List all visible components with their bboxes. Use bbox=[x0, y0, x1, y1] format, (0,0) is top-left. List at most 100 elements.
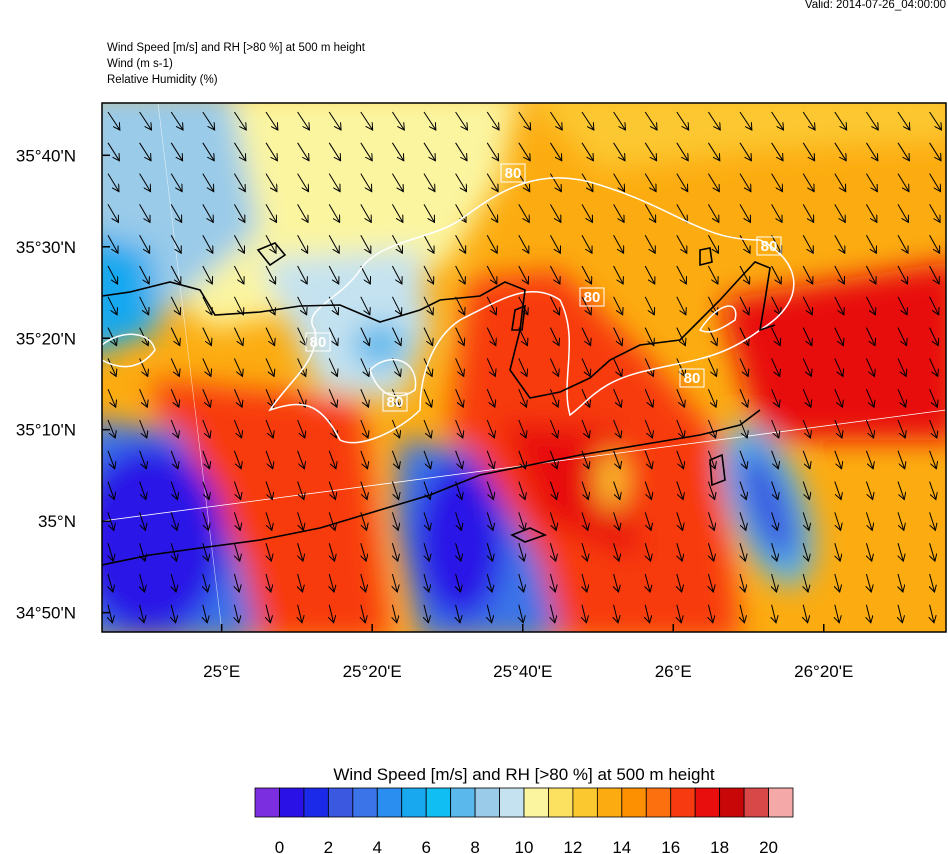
wind-arrow bbox=[708, 604, 712, 623]
wind-arrow bbox=[265, 204, 276, 222]
wind-arrow bbox=[171, 604, 175, 623]
wind-arrow bbox=[771, 296, 781, 315]
wind-arrow bbox=[772, 636, 776, 654]
wind-arrow bbox=[171, 573, 176, 592]
wind-arrow bbox=[170, 419, 178, 438]
wind-arrow bbox=[203, 636, 207, 654]
wind-arrow bbox=[519, 636, 523, 654]
wind-arrow bbox=[140, 636, 144, 654]
wind-arrow bbox=[581, 389, 590, 407]
wind-arrow bbox=[486, 450, 494, 469]
wind-arrow bbox=[707, 265, 718, 284]
wind-arrow bbox=[328, 234, 339, 253]
wind-arrow bbox=[676, 389, 685, 407]
wind-arrow bbox=[802, 419, 810, 438]
wind-arrow bbox=[107, 142, 119, 161]
wind-arrow bbox=[614, 543, 619, 561]
wind-arrow bbox=[614, 573, 619, 592]
wind-arrow bbox=[549, 142, 561, 161]
wind-arrow bbox=[391, 111, 404, 130]
colorbar-swatch bbox=[670, 787, 696, 818]
wind-arrow bbox=[171, 636, 175, 654]
wind-arrow bbox=[139, 481, 146, 500]
wind-arrow bbox=[203, 604, 207, 623]
wind-arrow bbox=[802, 265, 813, 284]
wind-arrow bbox=[865, 481, 872, 500]
wind-arrow bbox=[107, 234, 118, 253]
wind-arrow bbox=[644, 296, 654, 315]
wind-arrow bbox=[423, 512, 430, 530]
wind-arrow bbox=[139, 296, 149, 315]
wind-arrow bbox=[233, 327, 243, 346]
wind-arrow bbox=[297, 481, 304, 500]
wind-arrow bbox=[139, 450, 147, 469]
colorbar-swatch bbox=[621, 787, 647, 818]
wind-arrow bbox=[423, 481, 430, 500]
colorbar-swatch bbox=[425, 787, 452, 818]
wind-arrow bbox=[549, 327, 559, 346]
wind-arrow bbox=[771, 204, 782, 222]
wind-arrow bbox=[771, 327, 781, 346]
wind-arrow bbox=[676, 204, 687, 222]
wind-arrow bbox=[202, 296, 212, 315]
colorbar-swatch bbox=[279, 787, 305, 818]
wind-arrow bbox=[202, 512, 209, 530]
wind-arrow bbox=[550, 543, 555, 561]
wind-arrow bbox=[329, 543, 334, 561]
wind-arrow bbox=[455, 419, 463, 438]
wind-arrow bbox=[360, 481, 367, 500]
wind-arrow bbox=[486, 111, 499, 130]
wind-arrow bbox=[581, 234, 592, 253]
wind-arrow bbox=[676, 111, 689, 130]
wind-arrow bbox=[391, 204, 402, 222]
wind-arrow bbox=[234, 604, 238, 623]
colorbar-swatch bbox=[376, 787, 403, 818]
wind-arrow bbox=[170, 450, 178, 469]
wind-arrow bbox=[834, 327, 844, 346]
wind-arrow bbox=[835, 573, 840, 592]
wind-arrow bbox=[107, 358, 116, 376]
wind-arrow bbox=[456, 604, 460, 623]
wind-arrow bbox=[834, 204, 845, 222]
wind-arrow bbox=[772, 604, 776, 623]
wind-arrow bbox=[392, 604, 396, 623]
wind-arrow bbox=[455, 450, 463, 469]
wind-arrow bbox=[265, 389, 274, 407]
wind-arrow bbox=[170, 327, 180, 346]
wind-arrow bbox=[107, 512, 114, 530]
wind-arrow bbox=[423, 142, 435, 161]
wind-arrow bbox=[360, 450, 368, 469]
wind-arrow bbox=[644, 358, 653, 376]
wind-arrow bbox=[202, 234, 213, 253]
wind-arrow bbox=[897, 142, 909, 161]
valid-time: Valid: 2014-07-26_04:00:00 bbox=[805, 0, 946, 11]
colorbar-tick-label: 18 bbox=[710, 838, 729, 854]
wind-arrow bbox=[107, 265, 118, 284]
wind-arrow bbox=[581, 481, 588, 500]
wind-arrow bbox=[707, 389, 716, 407]
wind-arrow bbox=[929, 419, 937, 438]
y-tick-label: 35°N bbox=[38, 512, 76, 531]
wind-arrow bbox=[328, 265, 339, 284]
wind-arrow bbox=[297, 327, 307, 346]
wind-arrow bbox=[392, 573, 397, 592]
wind-arrow bbox=[771, 358, 780, 376]
wind-arrow bbox=[930, 604, 934, 623]
wind-arrow bbox=[392, 543, 397, 561]
y-tick-label: 35°30'N bbox=[16, 238, 76, 257]
wind-arrow bbox=[834, 296, 844, 315]
wind-arrow bbox=[233, 296, 243, 315]
wind-arrow bbox=[107, 111, 120, 130]
wind-arrow bbox=[423, 234, 434, 253]
wind-arrow bbox=[329, 636, 333, 654]
colorbar-swatch bbox=[768, 787, 794, 818]
wind-arrow bbox=[233, 389, 242, 407]
wind-arrow bbox=[676, 358, 685, 376]
wind-arrow bbox=[802, 450, 810, 469]
wind-arrow bbox=[203, 543, 208, 561]
wind-arrow bbox=[644, 234, 655, 253]
wind-arrow bbox=[170, 296, 180, 315]
wind-arrow bbox=[297, 419, 305, 438]
wind-arrow bbox=[865, 512, 872, 530]
wind-arrow bbox=[233, 142, 245, 161]
